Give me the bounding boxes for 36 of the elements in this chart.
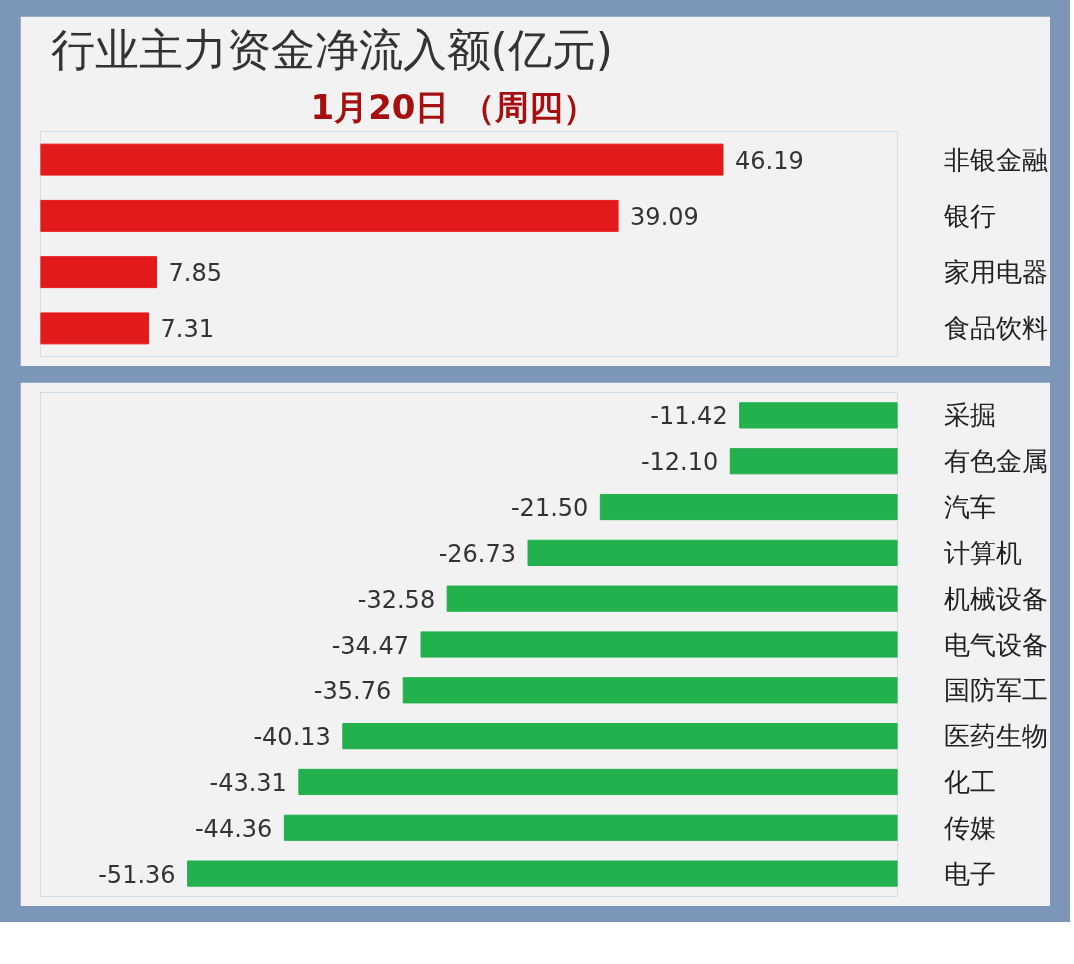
data-label: -43.31 xyxy=(209,768,287,797)
data-label: 7.31 xyxy=(160,315,214,344)
y-tick-label: 电子 xyxy=(943,858,996,889)
data-label: -12.10 xyxy=(640,448,719,477)
bar xyxy=(40,143,724,176)
bar xyxy=(40,199,619,232)
y-tick-label: 有色金属 xyxy=(943,446,1048,477)
data-label: -21.50 xyxy=(510,494,589,523)
bar xyxy=(40,256,157,289)
data-label: 7.85 xyxy=(168,259,222,288)
data-label: -34.47 xyxy=(331,631,410,660)
data-label: -40.13 xyxy=(253,723,331,752)
y-tick-label: 电气设备 xyxy=(943,629,1048,660)
chart-subtitle: 1月20日 （周四） xyxy=(310,86,598,127)
bar xyxy=(40,312,150,345)
y-tick-label: 机械设备 xyxy=(943,583,1048,614)
y-tick-label: 化工 xyxy=(943,766,996,797)
y-tick-label: 汽车 xyxy=(943,492,996,523)
y-tick-label: 传媒 xyxy=(943,812,996,843)
chart-title: 行业主力资金净流入额(亿元) xyxy=(50,23,613,75)
data-label: -32.58 xyxy=(357,585,436,614)
y-tick-label: 国防军工 xyxy=(943,675,1048,706)
data-label: 46.19 xyxy=(735,146,804,175)
data-label: -11.42 xyxy=(650,402,728,431)
data-label: -51.36 xyxy=(98,860,176,889)
y-tick-label: 食品饮料 xyxy=(943,313,1048,344)
y-tick-label: 家用电器 xyxy=(943,257,1048,288)
y-tick-label: 银行 xyxy=(942,200,996,231)
y-tick-label: 医药生物 xyxy=(943,721,1048,752)
data-label: -44.36 xyxy=(194,814,273,843)
y-tick-label: 计算机 xyxy=(943,537,1022,568)
data-label: -35.76 xyxy=(313,677,392,706)
data-label: 39.09 xyxy=(630,202,699,231)
data-label: -26.73 xyxy=(438,539,517,568)
y-tick-label: 非银金融 xyxy=(943,144,1048,175)
y-tick-label: 采掘 xyxy=(943,400,996,431)
